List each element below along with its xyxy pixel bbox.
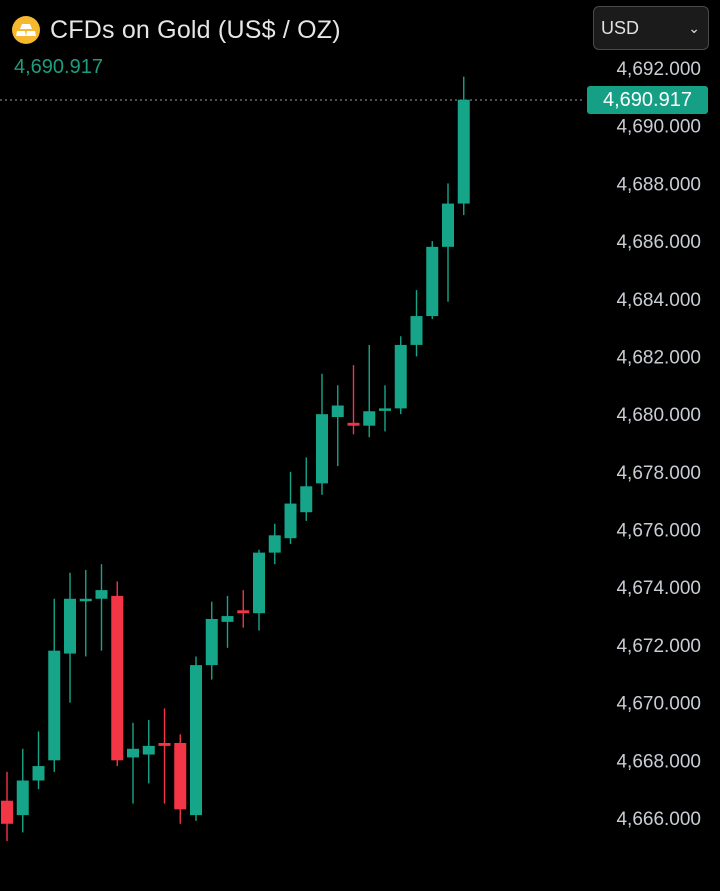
candle-up[interactable] xyxy=(221,616,234,622)
candle-up[interactable] xyxy=(64,598,76,654)
currency-select[interactable]: USD ⌄ xyxy=(593,6,709,50)
currency-value: USD xyxy=(601,17,640,38)
y-tick-label: 4,676.000 xyxy=(616,521,701,542)
candle-up[interactable] xyxy=(253,552,265,614)
candle-down[interactable] xyxy=(347,422,360,426)
candle-up[interactable] xyxy=(142,745,155,755)
y-tick-label: 4,692.000 xyxy=(616,59,701,80)
y-tick-label: 4,666.000 xyxy=(616,809,701,830)
candle-up[interactable] xyxy=(300,486,313,513)
gold-bars-icon xyxy=(12,16,40,44)
candle-up[interactable] xyxy=(205,618,218,666)
y-tick-label: 4,672.000 xyxy=(616,636,701,657)
candle-up[interactable] xyxy=(16,780,29,816)
candle-up[interactable] xyxy=(442,203,454,247)
y-tick-label: 4,686.000 xyxy=(616,232,701,253)
y-tick-label: 4,690.000 xyxy=(616,117,701,138)
y-tick-label: 4,668.000 xyxy=(616,751,701,772)
candle-up[interactable] xyxy=(95,590,108,599)
candle-down[interactable] xyxy=(158,743,171,746)
candle-down[interactable] xyxy=(111,595,124,761)
current-price-tag: 4,690.917 xyxy=(587,86,708,114)
candle-up[interactable] xyxy=(268,535,281,553)
chevron-down-icon: ⌄ xyxy=(688,19,700,36)
candle-up[interactable] xyxy=(316,414,328,484)
candle-up[interactable] xyxy=(363,411,376,426)
instrument-title: CFDs on Gold (US$ / OZ) xyxy=(50,15,341,44)
candle-up[interactable] xyxy=(79,598,92,602)
y-tick-label: 4,684.000 xyxy=(616,290,701,311)
last-price-value: 4,690.917 xyxy=(14,56,103,78)
y-tick-label: 4,670.000 xyxy=(616,694,701,715)
candle-up[interactable] xyxy=(48,650,61,761)
candle-down[interactable] xyxy=(174,743,187,810)
candle-up[interactable] xyxy=(127,748,139,758)
y-tick-label: 4,674.000 xyxy=(616,578,701,599)
y-tick-label: 4,682.000 xyxy=(616,347,701,368)
candle-down[interactable] xyxy=(1,800,13,824)
y-tick-label: 4,678.000 xyxy=(616,463,701,484)
candle-up[interactable] xyxy=(190,665,202,816)
candle-up[interactable] xyxy=(410,316,423,345)
y-tick-label: 4,680.000 xyxy=(616,405,701,426)
y-tick-label: 4,688.000 xyxy=(616,174,701,195)
candle-up[interactable] xyxy=(379,408,391,411)
candle-up[interactable] xyxy=(457,99,470,204)
candle-up[interactable] xyxy=(32,766,45,781)
candle-up[interactable] xyxy=(284,503,297,539)
instrument-header: CFDs on Gold (US$ / OZ) xyxy=(12,10,341,50)
candle-up[interactable] xyxy=(331,405,344,418)
candle-up[interactable] xyxy=(426,246,439,317)
candle-down[interactable] xyxy=(237,610,250,614)
candle-up[interactable] xyxy=(394,344,407,409)
